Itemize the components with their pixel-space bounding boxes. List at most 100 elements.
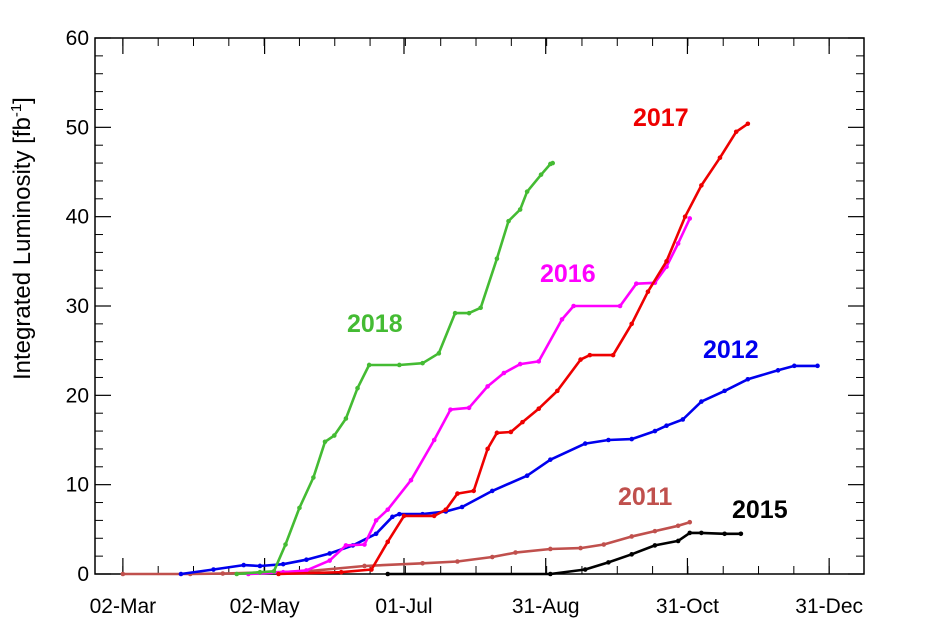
series-label-2011: 2011 xyxy=(618,483,672,511)
x-tick-label: 01-Jul xyxy=(375,595,432,618)
data-point-2012 xyxy=(792,363,797,369)
data-point-2011 xyxy=(455,559,460,564)
x-tick-label: 02-May xyxy=(230,595,301,618)
series-line-2011 xyxy=(122,520,691,576)
data-point-2017 xyxy=(455,491,460,496)
data-point-2016 xyxy=(634,281,639,286)
data-point-2015 xyxy=(385,571,391,577)
data-point-2016 xyxy=(343,543,349,548)
data-point-2018 xyxy=(271,569,277,574)
data-point-2018 xyxy=(331,433,337,438)
x-tick-label: 31-Aug xyxy=(512,595,580,618)
x-axis-ticks: 02-Mar 02-May 01-Jul 31-Aug 31-Oct 31-Dec xyxy=(90,38,863,618)
data-point-2017 xyxy=(555,388,560,394)
series-label-layer: 2011 2012 2015 2016 2017 2018 xyxy=(347,104,788,524)
data-point-2017 xyxy=(578,357,583,362)
y-axis-title-main: Integrated Luminosity [fb xyxy=(9,117,36,380)
x-tick-label: 31-Oct xyxy=(656,595,719,618)
data-point-2018 xyxy=(524,189,530,194)
data-point-2016 xyxy=(485,384,490,389)
data-point-2017 xyxy=(401,513,407,519)
series-layer xyxy=(120,121,820,577)
data-point-2012 xyxy=(241,562,246,568)
data-point-2017 xyxy=(645,289,651,295)
data-point-2011 xyxy=(675,523,681,529)
data-point-2015 xyxy=(675,538,681,544)
data-point-2018 xyxy=(311,475,316,480)
data-point-2012 xyxy=(582,441,588,446)
series-label-2017: 2017 xyxy=(633,104,689,132)
data-point-2016 xyxy=(385,507,391,512)
data-point-2017 xyxy=(471,488,476,494)
data-point-2016 xyxy=(617,303,623,309)
data-point-2017 xyxy=(699,183,704,188)
data-point-2015 xyxy=(687,530,693,536)
data-point-2017 xyxy=(276,571,281,577)
data-point-2012 xyxy=(652,428,658,434)
data-point-2012 xyxy=(390,514,395,520)
data-point-2017 xyxy=(733,129,739,135)
data-point-2016 xyxy=(501,370,507,376)
data-point-2012 xyxy=(489,488,495,494)
data-point-2016 xyxy=(571,303,576,309)
data-point-2018 xyxy=(494,256,500,261)
y-axis-ticks: 0 10 20 30 40 50 60 xyxy=(66,27,864,586)
data-point-2016 xyxy=(327,558,332,563)
x-tick-label: 02-Mar xyxy=(90,595,157,618)
data-point-2015 xyxy=(606,560,611,565)
data-point-2012 xyxy=(257,563,263,569)
data-point-2012 xyxy=(699,399,704,404)
data-point-2012 xyxy=(664,423,669,429)
data-point-2017 xyxy=(717,155,723,161)
data-point-2018 xyxy=(234,571,240,577)
data-point-2016 xyxy=(373,518,379,523)
data-point-2011 xyxy=(420,560,425,566)
data-point-2012 xyxy=(775,368,781,373)
data-point-2011 xyxy=(513,550,518,555)
data-point-2017 xyxy=(610,352,616,358)
data-point-2012 xyxy=(680,417,686,422)
data-point-2018 xyxy=(466,310,472,316)
data-point-2012 xyxy=(722,388,727,394)
data-point-2017 xyxy=(682,214,688,219)
data-point-2017 xyxy=(494,430,500,436)
data-point-2012 xyxy=(606,437,611,443)
data-point-2016 xyxy=(675,241,681,246)
data-point-2018 xyxy=(343,416,349,421)
data-point-2017 xyxy=(536,406,542,412)
data-point-2016 xyxy=(408,477,414,483)
data-point-2015 xyxy=(738,531,744,537)
data-point-2012 xyxy=(373,531,379,537)
data-point-2018 xyxy=(322,439,328,445)
series-line-2016 xyxy=(248,217,691,576)
data-point-2018 xyxy=(452,310,458,316)
data-point-2012 xyxy=(548,457,553,462)
y-tick-label: 20 xyxy=(66,384,89,407)
data-point-2016 xyxy=(536,359,542,364)
data-point-2012 xyxy=(304,557,309,563)
data-point-2012 xyxy=(280,561,286,567)
data-point-2016 xyxy=(687,216,693,221)
data-point-2017 xyxy=(629,321,634,327)
data-point-2016 xyxy=(431,437,437,443)
y-tick-label: 10 xyxy=(66,474,89,497)
data-point-2012 xyxy=(397,511,402,517)
data-point-2018 xyxy=(355,385,360,391)
series-label-2012: 2012 xyxy=(703,336,759,364)
data-point-2017 xyxy=(520,419,525,425)
data-point-2018 xyxy=(257,569,263,575)
data-point-2012 xyxy=(745,376,751,382)
data-point-2017 xyxy=(664,259,669,264)
series-label-2016: 2016 xyxy=(540,260,596,288)
data-point-2011 xyxy=(548,546,553,552)
data-point-2011 xyxy=(629,534,634,539)
data-point-2011 xyxy=(578,545,583,551)
series-line-2018 xyxy=(236,161,554,576)
data-point-2018 xyxy=(283,542,288,547)
y-axis-title-superscript: -1 xyxy=(8,104,25,117)
series-line-2017 xyxy=(278,122,749,576)
data-point-2017 xyxy=(338,569,344,575)
data-point-2011 xyxy=(120,571,126,577)
series-label-2015: 2015 xyxy=(732,496,788,524)
